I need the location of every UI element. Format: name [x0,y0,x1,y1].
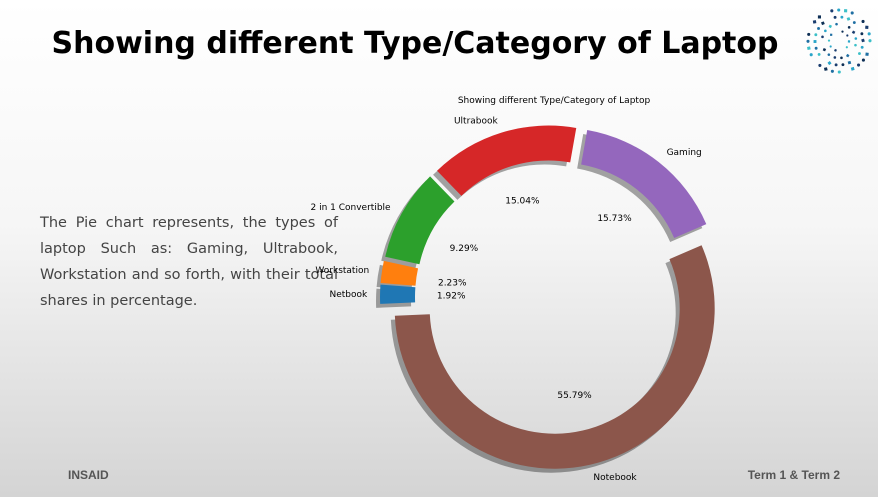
slice-notebook [394,245,715,469]
value-label: 55.79% [557,391,592,401]
footer-right: Term 1 & Term 2 [747,468,840,482]
slice-netbook [380,284,416,304]
insaid-logo-icon [806,8,872,74]
chart-title: Showing different Type/Category of Lapto… [458,96,651,106]
labels: 15.04% Ultrabook 9.29% 2 in 1 Convertible 2.… [311,116,702,483]
value-label: 1.92% [437,291,466,301]
category-label: Netbook [329,290,368,300]
value-label: 15.73% [597,214,632,224]
category-label: Workstation [315,266,369,276]
category-label: Notebook [593,473,637,483]
category-label: Ultrabook [454,116,499,126]
value-label: 9.29% [450,244,479,254]
slide-description: The Pie chart represents, the types of l… [40,215,338,309]
category-label: 2 in 1 Convertible [311,203,392,213]
slice-workstation [380,260,419,286]
slice-ultrabook [437,125,577,196]
slide-title: Showing different Type/Category of Lapto… [51,26,779,61]
category-label: Gaming [667,148,702,158]
slice-gaming [581,130,707,238]
value-label: 2.23% [438,278,467,288]
footer-left: INSAID [68,468,109,482]
value-label: 15.04% [505,197,540,207]
slices [380,125,715,469]
slice-2-in-1-convertible [385,176,455,265]
